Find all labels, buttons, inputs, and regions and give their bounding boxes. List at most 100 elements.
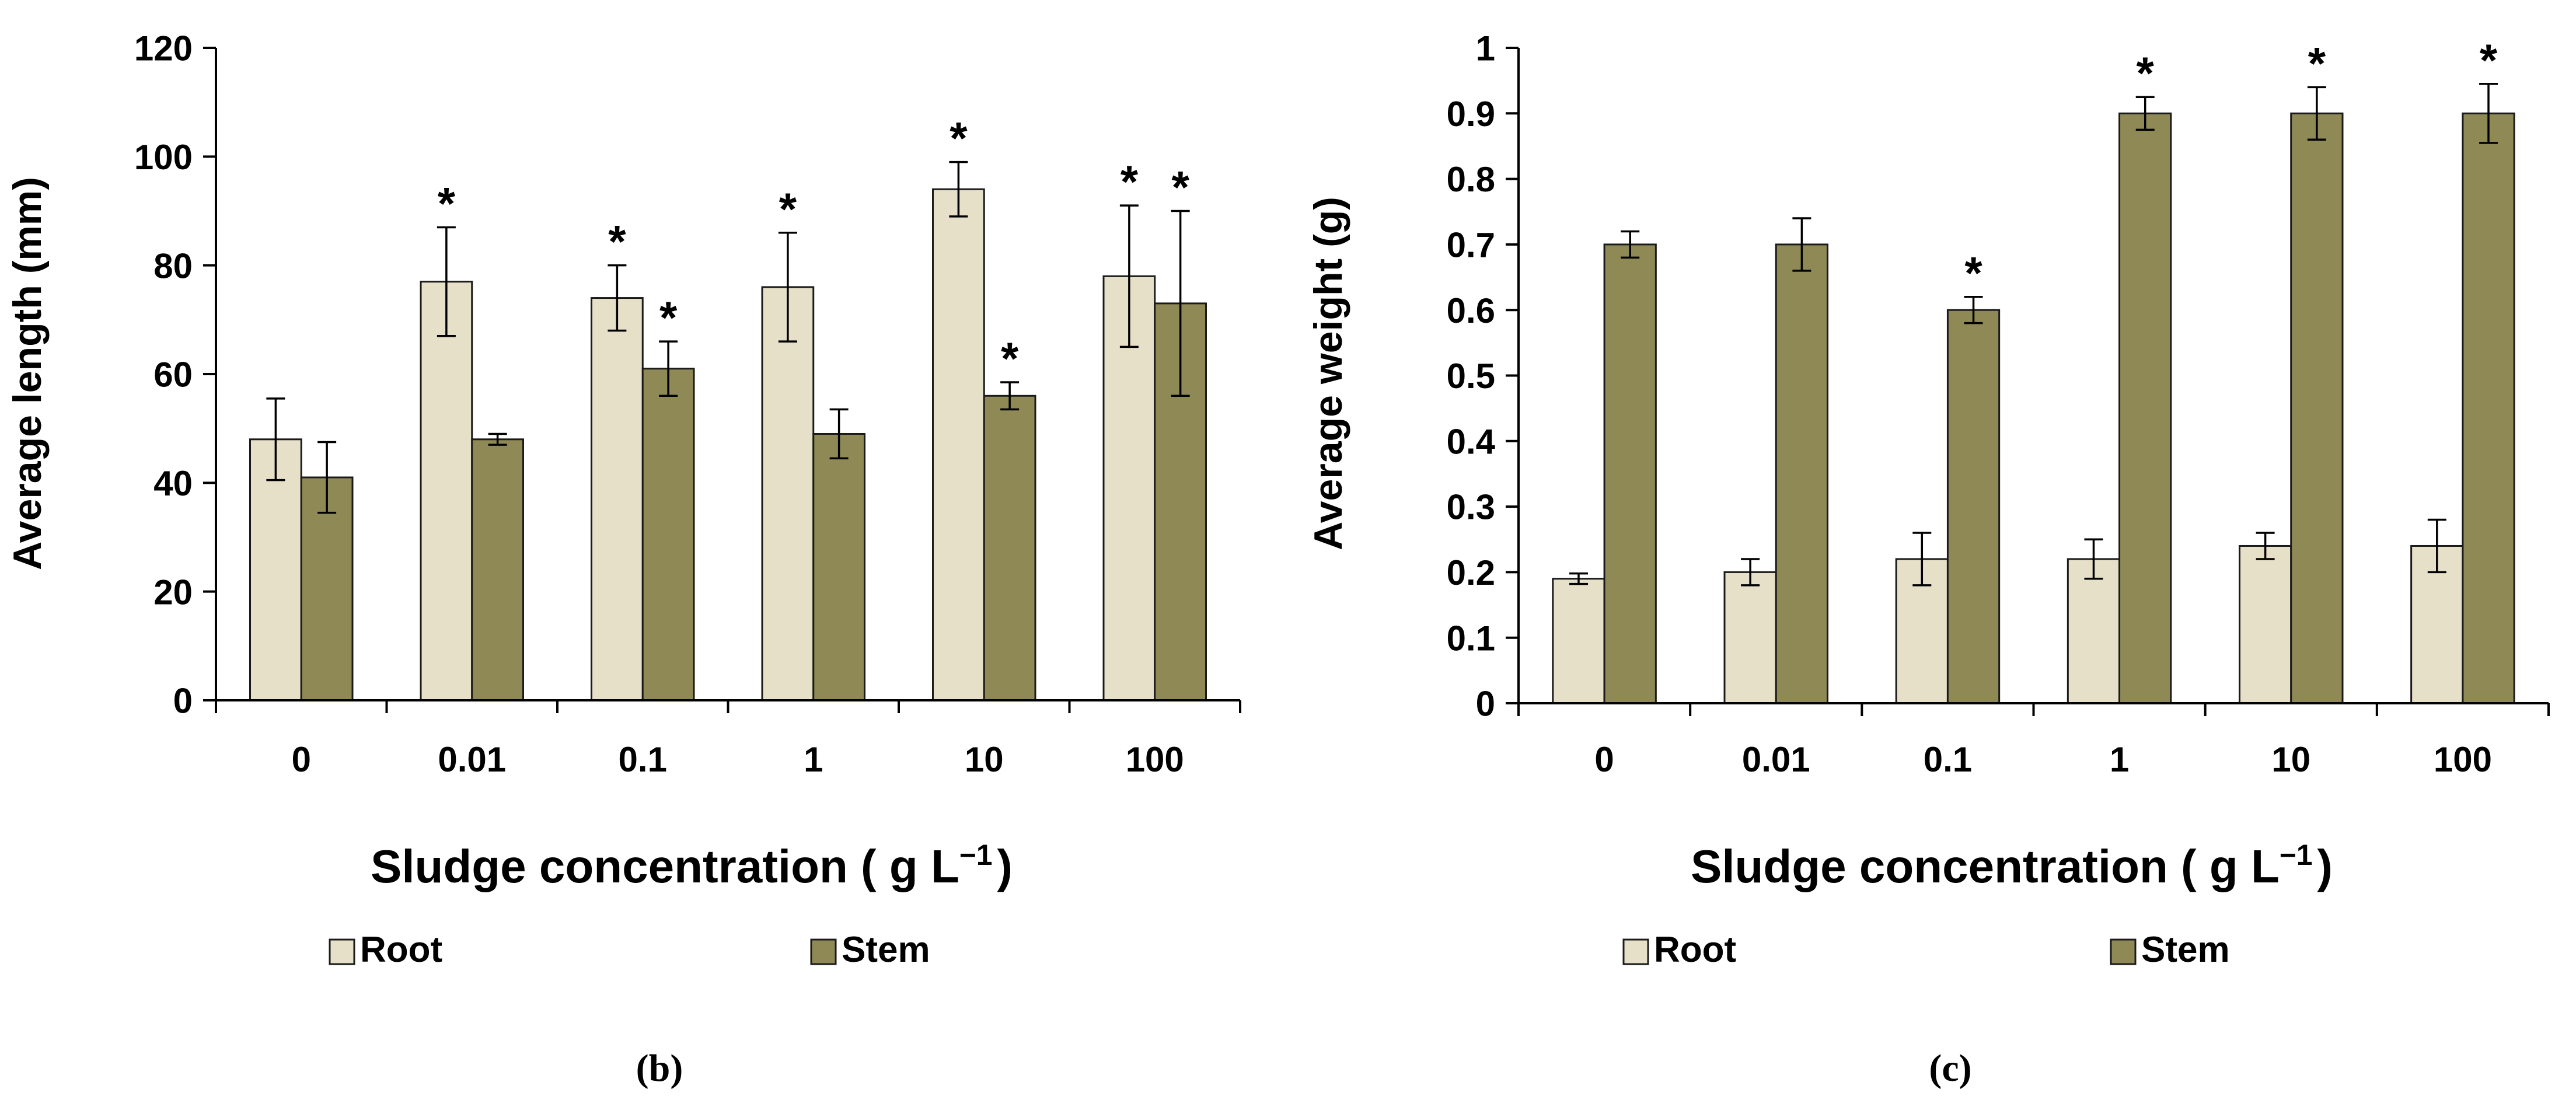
- error-bar-stem-0.01: [1792, 217, 1811, 272]
- significance-star: *: [779, 183, 797, 235]
- panel-label-close: ): [670, 1047, 683, 1090]
- panel-b-length-chart: * * * * * * * * 0 20 40 60 80 100 120 0 0.01 0.1 1 10 100 Ave…: [5, 29, 1241, 1090]
- significance-star: *: [1121, 156, 1139, 207]
- error-bar-root-100: [2427, 518, 2446, 574]
- significance-star: *: [659, 292, 678, 343]
- x-tick-label: 0: [292, 740, 311, 779]
- x-tick-label: 10: [965, 740, 1004, 779]
- y-tick-label: 0: [1476, 685, 1495, 724]
- bar-stem-10: [983, 395, 1036, 701]
- error-bar-root-1: [2084, 538, 2103, 580]
- x-axis-title: Sludge concentration ( g L−1): [1691, 839, 2333, 892]
- weight-chart-svg: ** * *00.10.20.30.40.50.60.70.80.910 0.01 0.…: [1306, 29, 2550, 1090]
- significance-star: *: [2308, 37, 2326, 89]
- legend-swatch-stem: [810, 938, 837, 965]
- error-bar-stem-0.01: [488, 432, 507, 446]
- y-tick-label: 0.3: [1447, 488, 1495, 527]
- legend-label-stem: Stem: [2141, 930, 2230, 970]
- error-bar-root-0.1: [1912, 532, 1932, 587]
- bar-root-10: [2239, 544, 2292, 704]
- significance-star: *: [2480, 34, 2498, 86]
- error-bar-stem-0.1: [659, 340, 678, 397]
- x-tick-label: 0.1: [619, 740, 667, 779]
- y-tick-label: 0.8: [1447, 160, 1495, 199]
- error-bar-stem-100: [2479, 83, 2498, 144]
- y-tick-label: 0.2: [1447, 553, 1495, 592]
- x-tick-label: 1: [2110, 740, 2129, 779]
- x-tick-label: 0.01: [438, 740, 506, 779]
- significance-star: *: [1964, 247, 1982, 299]
- x-tick-label: 100: [1126, 740, 1184, 779]
- error-bar-root-0: [266, 397, 285, 481]
- x-tick-label: 10: [2271, 740, 2310, 779]
- error-bar-root-10: [2256, 532, 2275, 560]
- bar-stem-1: [812, 432, 865, 701]
- x-tick-label: 1: [804, 740, 823, 779]
- y-axis-title: Average length (mm): [5, 177, 50, 570]
- bar-stem-0.01: [471, 438, 524, 701]
- x-axis-title-superscript: −1: [959, 839, 993, 871]
- y-tick-label: 0.7: [1447, 226, 1495, 265]
- significance-star: *: [438, 177, 456, 229]
- significance-star: *: [1171, 162, 1189, 213]
- x-tick-label: 0.1: [1924, 740, 1972, 779]
- panel-label: (b): [636, 1047, 683, 1090]
- x-axis-title-superscript: −1: [2280, 839, 2313, 871]
- y-tick-label: 0.4: [1447, 422, 1496, 461]
- bar-stem-10: [2290, 112, 2344, 704]
- y-tick-label: 20: [153, 573, 193, 612]
- legend-swatch-root: [329, 938, 355, 965]
- y-tick-label: 0.9: [1447, 95, 1495, 134]
- y-tick-label: 80: [153, 246, 193, 285]
- x-axis-title-close: ): [2317, 840, 2333, 892]
- bar-root-0.01: [420, 281, 473, 701]
- x-axis-title: Sludge concentration ( g L−1): [371, 839, 1013, 892]
- error-bar-stem-10: [1000, 381, 1020, 411]
- panel-label-letter: c: [1942, 1047, 1959, 1090]
- y-tick-label: 60: [153, 355, 193, 395]
- legend-item-root: Root: [1622, 930, 1736, 970]
- error-bar-stem-1: [829, 408, 849, 460]
- panel-label-letter: b: [649, 1047, 671, 1090]
- x-tick-label: 100: [2434, 740, 2492, 779]
- error-bar-root-10: [949, 160, 968, 218]
- significance-star: *: [608, 216, 626, 267]
- error-bar-stem-100: [1171, 210, 1190, 397]
- error-bar-root-1: [778, 232, 797, 343]
- bar-stem-100: [2462, 112, 2515, 704]
- bar-root-0.1: [591, 297, 644, 701]
- panel-label-open: (: [1929, 1047, 1942, 1090]
- y-tick-label: 100: [134, 138, 193, 177]
- legend-label-root: Root: [360, 930, 442, 970]
- bar-stem-0.1: [1946, 309, 2001, 704]
- significance-star: *: [950, 113, 968, 164]
- bar-stem-0.01: [1775, 243, 1828, 704]
- error-bar-stem-0: [317, 441, 337, 514]
- error-bar-root-0.01: [437, 226, 456, 337]
- bar-stem-1: [2118, 112, 2172, 704]
- y-tick-label: 0.5: [1447, 357, 1495, 396]
- error-bar-stem-0: [1621, 230, 1640, 259]
- x-axis-title-main: Sludge concentration ( g L: [371, 840, 959, 892]
- legend-label-stem: Stem: [842, 930, 930, 970]
- x-tick-label: 0.01: [1742, 740, 1810, 779]
- legend-item-stem: Stem: [810, 930, 930, 970]
- y-tick-label: 1: [1476, 29, 1495, 68]
- error-bar-stem-0.1: [1964, 295, 1983, 324]
- legend-item-root: Root: [329, 930, 442, 970]
- y-tick-label: 0: [173, 682, 193, 721]
- panel-c-weight-chart: * * * * 0 0.1 0.2 0.3 0.4 0.5 0.6 0.7 0.8 0.9 1 0 0.01 0.…: [1288, 0, 2576, 1110]
- legend-swatch-root: [1622, 938, 1649, 965]
- panel-label: (c): [1929, 1047, 1971, 1090]
- y-tick-label: 0.1: [1447, 619, 1495, 658]
- y-tick-label: 40: [153, 464, 193, 503]
- significance-star: *: [2137, 47, 2155, 99]
- error-bar-root-0.1: [608, 264, 627, 332]
- legend-swatch-stem: [2110, 938, 2137, 965]
- error-bar-stem-1: [2135, 96, 2155, 131]
- panel-label-open: (: [636, 1047, 649, 1090]
- bar-root-1: [2067, 558, 2121, 704]
- y-tick-label: 120: [134, 29, 193, 68]
- error-bar-stem-10: [2307, 86, 2326, 141]
